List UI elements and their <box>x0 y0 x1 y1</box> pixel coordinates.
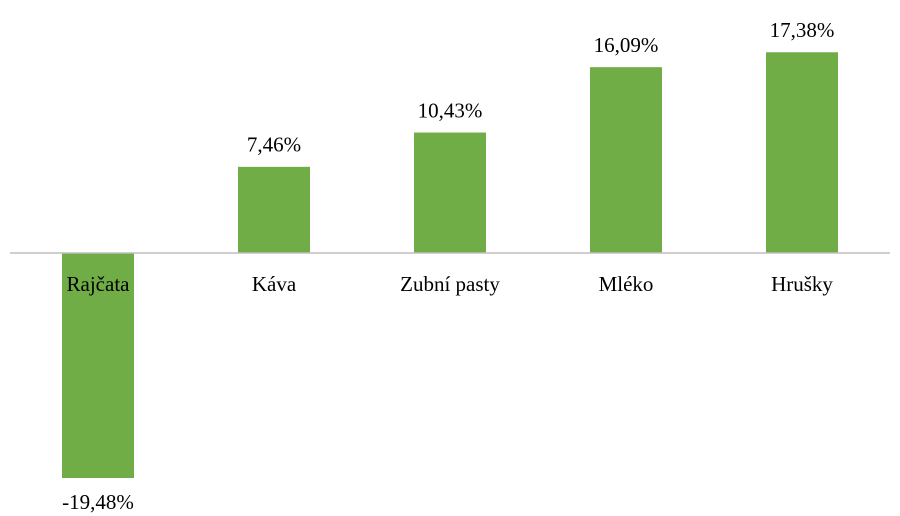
bar <box>238 166 310 253</box>
bar <box>414 132 486 253</box>
value-label: 17,38% <box>770 18 835 42</box>
x-tick-label: Zubní pasty <box>400 272 500 296</box>
x-tick-label: Hrušky <box>771 272 833 296</box>
value-label: -19,48% <box>62 490 134 514</box>
x-tick-label: Mléko <box>599 272 654 296</box>
bar <box>62 253 134 478</box>
value-label: 16,09% <box>594 33 659 57</box>
bar <box>590 67 662 254</box>
x-tick-label: Rajčata <box>67 272 131 296</box>
value-label: 10,43% <box>418 98 483 122</box>
value-label: 7,46% <box>247 133 301 157</box>
bar <box>766 52 838 253</box>
x-tick-label: Káva <box>252 272 297 296</box>
